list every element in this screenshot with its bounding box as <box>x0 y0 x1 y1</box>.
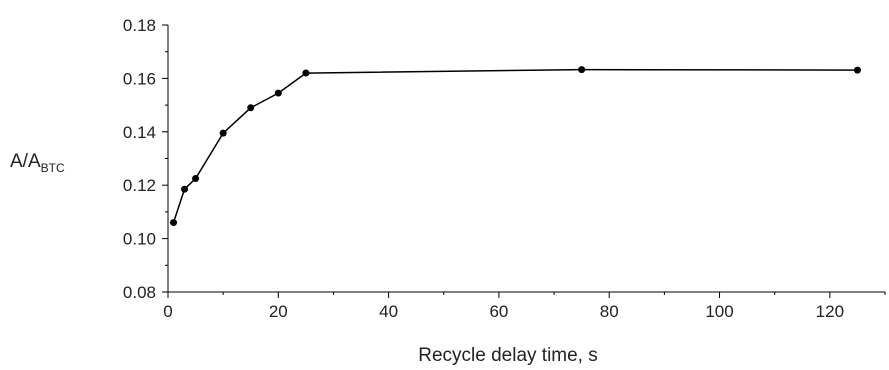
data-point <box>853 66 861 74</box>
y-tick-label: 0.08 <box>123 283 156 302</box>
x-tick-label: 0 <box>163 302 172 321</box>
data-point <box>181 185 189 193</box>
data-point <box>247 104 255 112</box>
data-point <box>170 219 178 227</box>
y-tick-label: 0.10 <box>123 230 156 249</box>
y-tick-label: 0.18 <box>123 16 156 35</box>
data-point <box>192 175 200 183</box>
y-axis-label: A/ABTC <box>10 151 65 175</box>
y-axis-label-main: A/A <box>10 151 41 172</box>
y-tick-label: 0.14 <box>123 123 156 142</box>
x-tick-label: 60 <box>489 302 508 321</box>
x-axis-label: Recycle delay time, s <box>418 345 598 366</box>
series <box>170 66 861 227</box>
x-tick-label: 40 <box>379 302 398 321</box>
data-point <box>578 66 586 74</box>
ticks <box>162 24 886 298</box>
y-axis-label-sub: BTC <box>41 161 65 175</box>
y-tick-label: 0.16 <box>123 69 156 88</box>
x-tick-label: 20 <box>269 302 288 321</box>
data-point <box>302 69 310 77</box>
data-point <box>274 89 282 97</box>
x-tick-label: 80 <box>600 302 619 321</box>
data-point <box>219 129 227 137</box>
x-tick-label: 120 <box>816 302 844 321</box>
x-tick-label: 100 <box>705 302 733 321</box>
axes <box>167 25 885 293</box>
tick-labels: 0.08 0.10 0.12 0.14 0.16 0.18 0 20 40 60 80 100 120 <box>123 16 844 321</box>
y-tick-label: 0.12 <box>123 176 156 195</box>
